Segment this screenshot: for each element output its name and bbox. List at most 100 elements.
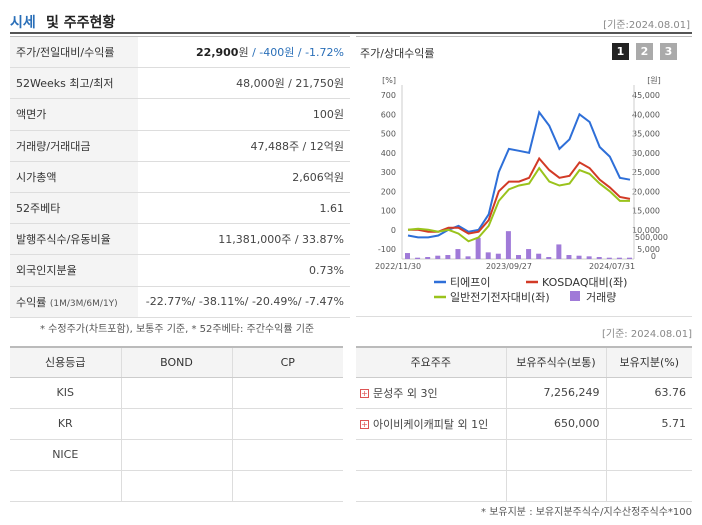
stat-label: 수익률 (1M/3M/6M/1Y) bbox=[10, 286, 138, 318]
chart-panel: 주가/상대수익률 1 2 3 [%] [원] 700 600 500 400 300 200 1… bbox=[356, 36, 692, 317]
major-shareholders-table: 주요주주 보유주식수(보통) 보유지분(%) + 문성주 외 3인 7,256,2… bbox=[356, 346, 692, 502]
table-row bbox=[356, 470, 692, 502]
right-axis-tick: 10,000 bbox=[632, 226, 660, 235]
left-axis-tick: 300 bbox=[381, 168, 396, 177]
stat-value: 100원 bbox=[138, 98, 350, 131]
stat-value: 48,000원 / 21,750원 bbox=[138, 67, 350, 100]
stat-value: 47,488주 / 12억원 bbox=[138, 130, 350, 162]
holder-shares: 650,000 bbox=[506, 408, 607, 440]
table-row bbox=[10, 470, 343, 502]
series-line bbox=[407, 110, 631, 239]
bond-rating bbox=[121, 470, 233, 502]
stat-label: 발행주식수/유동비율 bbox=[10, 223, 138, 256]
holder-cell[interactable]: + 아이비케이캐피탈 외 1인 bbox=[356, 408, 507, 440]
chart-page-3-button[interactable]: 3 bbox=[660, 43, 677, 60]
stat-label: 거래량/거래대금 bbox=[10, 130, 138, 162]
legend-label: 거래량 bbox=[586, 291, 616, 304]
volume-bar bbox=[435, 255, 441, 259]
chart-page-2-button[interactable]: 2 bbox=[636, 43, 653, 60]
x-axis-tick: 2023/09/27 bbox=[486, 262, 532, 271]
holder-name bbox=[356, 470, 507, 502]
stat-value: -22.77%/ -38.11%/ -20.49%/ -7.47% bbox=[138, 286, 350, 318]
section-title: 및 주주현황 bbox=[46, 15, 116, 31]
stat-label: 액면가 bbox=[10, 98, 138, 131]
table-row: 주가/전일대비/수익률 22,900원 / -400원 / -1.72% bbox=[10, 35, 350, 69]
table-row: 52주베타 1.61 bbox=[10, 192, 350, 225]
right-axis-tick: 40,000 bbox=[632, 110, 660, 119]
right-axis-tick: 45,000 bbox=[632, 91, 660, 100]
volume-bar bbox=[465, 256, 471, 259]
holder-shares bbox=[506, 470, 607, 502]
agency-name: KR bbox=[10, 408, 122, 440]
table-header-row: 신용등급 BOND CP bbox=[10, 346, 343, 378]
left-axis-tick: 500 bbox=[381, 130, 396, 139]
base-date: [기준:2024.08.01] bbox=[603, 20, 690, 31]
x-axis-tick: 2024/07/31 bbox=[589, 262, 635, 271]
chart-title: 주가/상대수익률 bbox=[360, 47, 435, 60]
column-header: 보유주식수(보통) bbox=[506, 346, 607, 378]
table-row: KR bbox=[10, 408, 343, 440]
series-line bbox=[407, 166, 630, 243]
stock-stats-table: 주가/전일대비/수익률 22,900원 / -400원 / -1.72% 52W… bbox=[10, 35, 350, 318]
volume-bar bbox=[455, 249, 461, 259]
volume-bar bbox=[576, 255, 582, 259]
volume-axis-tick: 500,000 bbox=[635, 233, 668, 242]
table-row: 수익률 (1M/3M/6M/1Y) -22.77%/ -38.11%/ -20.… bbox=[10, 286, 350, 318]
volume-bar bbox=[586, 256, 592, 259]
volume-bar bbox=[405, 253, 410, 259]
holder-name[interactable]: 아이비케이캐피탈 외 1인 bbox=[373, 417, 489, 431]
column-header: 보유지분(%) bbox=[606, 346, 692, 378]
x-axis-tick: 2022/11/30 bbox=[375, 262, 421, 271]
holder-cell[interactable]: + 문성주 외 3인 bbox=[356, 377, 507, 409]
stat-value: 2,606억원 bbox=[138, 161, 350, 193]
right-axis-tick: 30,000 bbox=[632, 149, 660, 158]
bond-rating bbox=[121, 439, 233, 471]
cp-rating bbox=[232, 408, 343, 440]
volume-bar bbox=[425, 257, 431, 259]
stat-label: 52Weeks 최고/최저 bbox=[10, 67, 138, 100]
table-row: + 문성주 외 3인 7,256,249 63.76 bbox=[356, 377, 692, 409]
cp-rating bbox=[232, 470, 343, 502]
table-row: 외국인지분율 0.73% bbox=[10, 254, 350, 287]
cp-rating bbox=[232, 439, 343, 471]
volume-bar bbox=[616, 257, 622, 259]
holders-base-date: [기준: 2024.08.01] bbox=[601, 329, 692, 340]
holders-footnote: * 보유지분 : 보유지분주식수/지수산정주식수*100 bbox=[481, 507, 692, 518]
bond-rating bbox=[121, 408, 233, 440]
table-row: KIS bbox=[10, 377, 343, 409]
holder-shares bbox=[506, 439, 607, 471]
expand-plus-icon[interactable]: + bbox=[360, 420, 369, 429]
cp-rating bbox=[232, 377, 343, 409]
stat-label: 시가총액 bbox=[10, 161, 138, 193]
agency-name: NICE bbox=[10, 439, 122, 471]
chart-page-1-button[interactable]: 1 bbox=[612, 43, 629, 60]
legend-label: 일반전기전자대비(좌) bbox=[450, 290, 550, 304]
current-price: 22,900 bbox=[196, 46, 239, 60]
left-axis-tick: 400 bbox=[381, 149, 396, 158]
holder-shares: 7,256,249 bbox=[506, 377, 607, 409]
stat-value: 1.61 bbox=[138, 192, 350, 225]
expand-plus-icon[interactable]: + bbox=[360, 389, 369, 398]
bond-rating bbox=[121, 377, 233, 409]
stat-value: 0.73% bbox=[138, 254, 350, 287]
return-periods: (1M/3M/6M/1Y) bbox=[49, 298, 118, 309]
table-row: + 아이비케이캐피탈 외 1인 650,000 5.71 bbox=[356, 408, 692, 440]
left-axis-tick: 100 bbox=[381, 207, 396, 216]
left-axis-tick: 200 bbox=[381, 187, 396, 196]
column-header: CP bbox=[232, 346, 343, 378]
return-label: 수익률 bbox=[16, 295, 47, 309]
stat-label: 외국인지분율 bbox=[10, 254, 138, 287]
column-header: BOND bbox=[121, 346, 233, 378]
volume-bar bbox=[556, 244, 562, 259]
left-axis-tick: -100 bbox=[378, 245, 396, 254]
legend-swatch bbox=[570, 291, 580, 301]
column-header: 신용등급 bbox=[10, 346, 122, 378]
column-header: 주요주주 bbox=[356, 346, 507, 378]
volume-bar bbox=[546, 257, 552, 259]
volume-bar bbox=[475, 237, 481, 259]
holder-name[interactable]: 문성주 외 3인 bbox=[373, 386, 438, 400]
stat-value: 11,381,000주 / 33.87% bbox=[138, 223, 350, 256]
agency-name bbox=[10, 470, 122, 502]
right-axis-tick: 25,000 bbox=[632, 168, 660, 177]
volume-bar bbox=[566, 255, 572, 259]
